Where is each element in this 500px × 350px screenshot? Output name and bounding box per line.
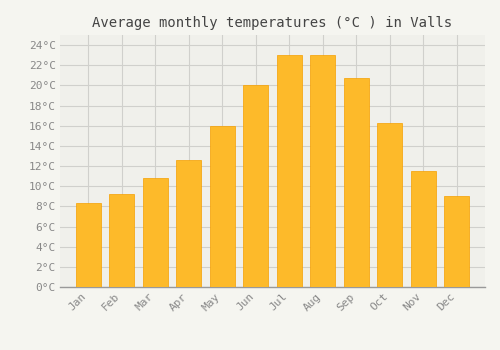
Bar (444, 196, 469, 287)
Bar (377, 123, 402, 287)
Bar (310, 55, 336, 287)
Bar (176, 160, 202, 287)
Bar (109, 194, 134, 287)
Bar (276, 55, 302, 287)
Bar (410, 171, 436, 287)
Bar (142, 178, 168, 287)
Bar (76, 203, 101, 287)
Bar (344, 78, 369, 287)
Bar (243, 85, 268, 287)
Bar (210, 126, 235, 287)
Title: Average monthly temperatures (°C ) in Valls: Average monthly temperatures (°C ) in Va… (92, 16, 452, 30)
